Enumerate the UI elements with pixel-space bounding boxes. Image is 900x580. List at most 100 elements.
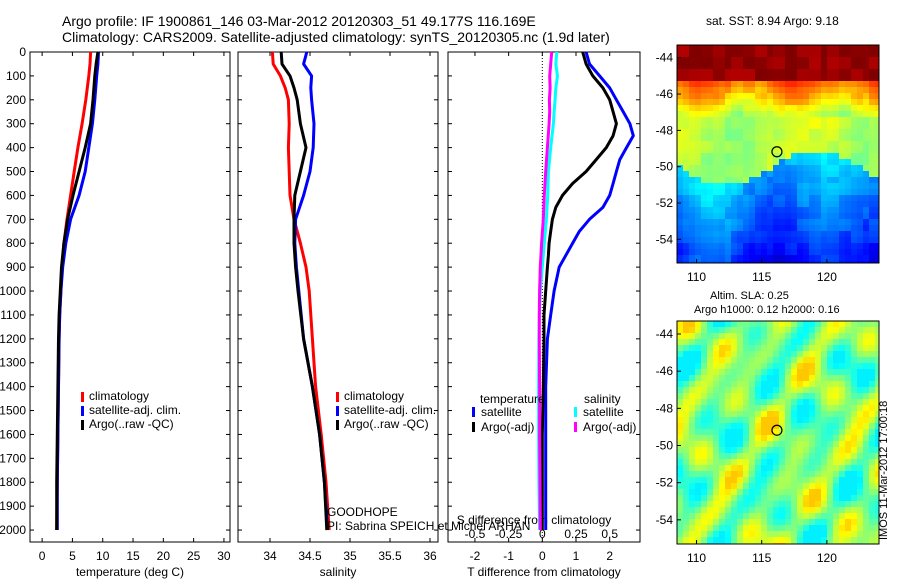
y-tick-label: -50 — [656, 439, 674, 453]
y-tick-label: 1200 — [0, 332, 26, 346]
y-tick-label: -52 — [656, 476, 674, 490]
profile-panel-1: 0100200300400500600700800900100011001200… — [0, 45, 231, 579]
x-tick-label: 115 — [752, 551, 771, 565]
pi-name: PI: Sabrina SPEICH et Michel ARHAN — [327, 519, 530, 533]
y-tick-label: -48 — [656, 123, 674, 137]
x2-axis-label: S difference from climatology — [457, 513, 612, 527]
panel-frame — [237, 51, 439, 543]
series-line-argo-adj- — [537, 51, 554, 531]
x-tick-label: 110 — [687, 270, 706, 284]
x2-tick-label: -0.25 — [495, 527, 523, 541]
legend-label: climatology — [89, 389, 149, 403]
x2-tick-label: -0.5 — [465, 527, 486, 541]
legend-label: satellite — [481, 405, 522, 419]
y-tick-label: 1800 — [0, 475, 26, 489]
y-tick-label: 600 — [6, 188, 26, 202]
x-tick-label: 5 — [69, 549, 76, 563]
profile-panel-3: -2 -1 0 1 2 T difference from climatology -0.5… — [447, 51, 641, 579]
y-tick-label: 2000 — [0, 523, 26, 537]
x-tick-label: 34.5 — [298, 549, 322, 563]
series-line-satellite — [544, 51, 635, 530]
legend-swatch — [472, 422, 475, 432]
legend-label: Argo(..raw -QC) — [344, 417, 429, 431]
y-tick-label: -44 — [656, 327, 674, 341]
y-tick-label: -44 — [656, 51, 674, 65]
legend-label: satellite — [583, 405, 624, 419]
x-tick-label: 25 — [187, 549, 201, 563]
x-axis-label: temperature (deg C) — [76, 565, 184, 579]
sst-map: 110 115 120 -44 -46 -48 -50 -52 -54 — [656, 44, 880, 284]
x2-tick-label: 0.5 — [601, 527, 618, 541]
legend-swatch — [472, 407, 475, 417]
legend-swatch — [336, 406, 339, 416]
x-tick-label: 120 — [817, 551, 837, 565]
x-tick-label: 36 — [423, 549, 437, 563]
sla-map: 110 115 120 -44 -46 -48 -50 -52 -54 — [656, 320, 880, 565]
series-line-argo-adj- — [540, 51, 618, 530]
y-tick-label: -50 — [656, 160, 674, 174]
float-name: GOODHOPE — [327, 505, 398, 519]
y-tick-label: 1900 — [0, 499, 26, 513]
sla-map-title-line2: Argo h1000: 0.12 h2000: 0.16 — [694, 304, 840, 316]
y-tick-label: 1300 — [0, 356, 26, 370]
y-tick-label: 1700 — [0, 451, 26, 465]
x-tick-label: 2 — [606, 549, 613, 563]
x-tick-label: -1 — [503, 549, 514, 563]
sst-map-title: sat. SST: 8.94 Argo: 9.18 — [706, 14, 839, 28]
legend-swatch — [81, 406, 84, 416]
legend-label: satellite-adj. clim. — [89, 403, 181, 417]
argo-position-marker — [771, 146, 783, 158]
legend-swatch — [81, 420, 84, 430]
panel-frame — [29, 51, 231, 543]
x-tick-label: 115 — [752, 270, 771, 284]
x-axis-label: salinity — [320, 565, 357, 579]
x-tick-label: 35.5 — [378, 549, 402, 563]
legend-swatch — [336, 420, 339, 430]
x-tick-label: 34 — [263, 549, 277, 563]
argo-position-marker — [771, 424, 783, 436]
y-tick-label: 900 — [6, 260, 26, 274]
y-tick-label: 700 — [6, 212, 26, 226]
x-tick-label: -2 — [470, 549, 481, 563]
y-tick-label: 200 — [6, 93, 26, 107]
x-tick-label: 15 — [126, 549, 140, 563]
x-tick-label: 1 — [573, 549, 580, 563]
y-tick-label: 300 — [6, 117, 26, 131]
y-tick-label: 0 — [19, 45, 26, 59]
y-tick-label: 1600 — [0, 427, 26, 441]
legend-label: Argo(..raw -QC) — [89, 417, 174, 431]
y-tick-label: 800 — [6, 236, 26, 250]
map-frame — [676, 44, 880, 264]
x-tick-label: 0 — [539, 549, 546, 563]
series-line-climatology — [270, 51, 331, 531]
x2-tick-label: 0 — [539, 527, 546, 541]
x-tick-label: 0 — [39, 549, 46, 563]
x-tick-label: 120 — [817, 270, 837, 284]
legend-label: satellite-adj. clim. — [344, 403, 436, 417]
series-line-argo-raw-qc- — [279, 51, 329, 531]
legend-label: Argo(-adj) — [481, 420, 534, 434]
legend-label: climatology — [344, 389, 404, 403]
legend-swatch — [336, 392, 339, 402]
y-tick-label: -46 — [656, 87, 674, 101]
profile-panel-2: 34 34.5 35 35.5 36 salinity climatologysatelli… — [237, 51, 439, 579]
y-tick-label: 1100 — [0, 308, 26, 322]
legend-title-temperature: temperature — [480, 392, 545, 406]
legend-swatch — [574, 407, 577, 417]
legend-label: Argo(-adj) — [583, 420, 636, 434]
y-tick-label: 400 — [6, 141, 26, 155]
x-tick-label: 30 — [217, 549, 231, 563]
y-tick-label: 100 — [6, 69, 26, 83]
header-line2: Climatology: CARS2009. Satellite-adjuste… — [62, 29, 610, 45]
x-tick-label: 20 — [157, 549, 171, 563]
series-line-argo-raw-qc- — [55, 51, 100, 530]
x-axis-label: T difference from climatology — [467, 565, 621, 579]
x2-tick-label: 0.25 — [564, 527, 588, 541]
legend-title-salinity: salinity — [584, 392, 621, 406]
header-line1: Argo profile: IF 1900861_146 03-Mar-2012… — [62, 13, 536, 29]
map-field — [677, 45, 879, 263]
x-tick-label: 110 — [687, 551, 706, 565]
legend-swatch — [81, 392, 84, 402]
x-tick-label: 10 — [96, 549, 110, 563]
